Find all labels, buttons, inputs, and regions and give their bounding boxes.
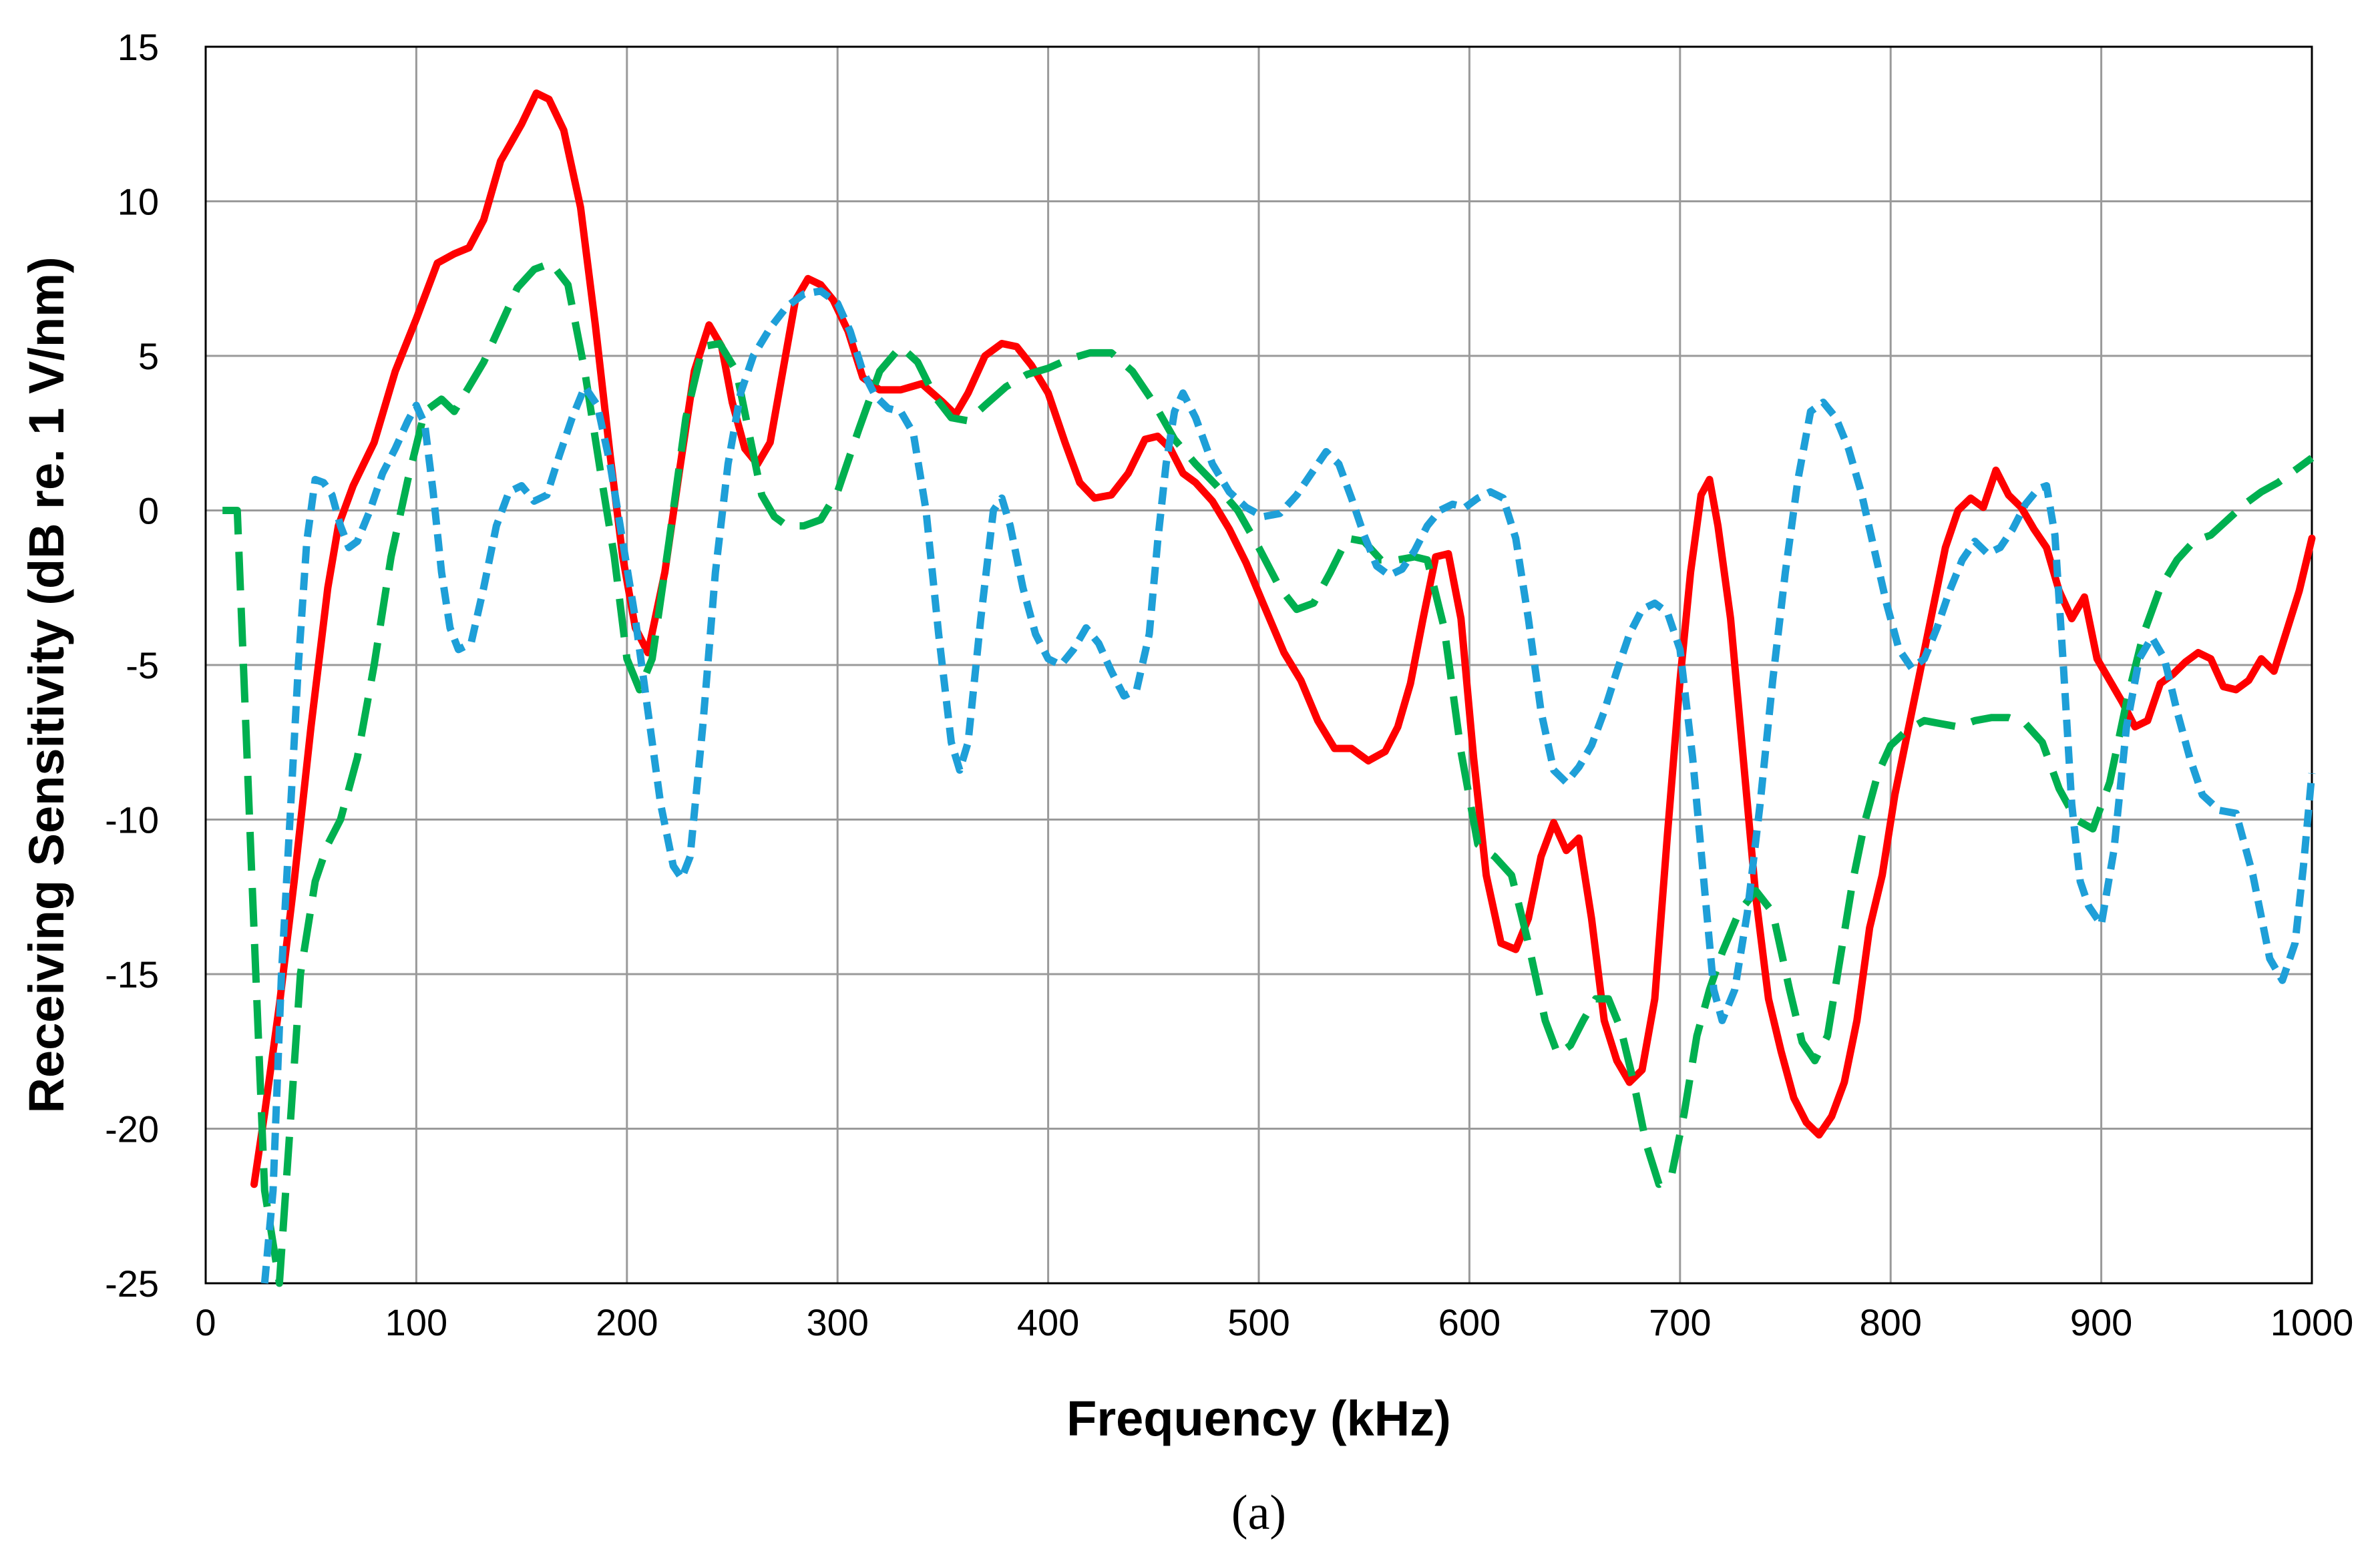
y-tick-label: -10 — [105, 799, 159, 841]
x-tick-label: 0 — [195, 1301, 216, 1343]
x-tick-label: 600 — [1438, 1301, 1501, 1343]
x-tick-labels: 0 100 200 300 400 500 600 700 800 900 1000 — [195, 1301, 2353, 1343]
x-tick-label: 700 — [1649, 1301, 1711, 1343]
y-tick-label: 15 — [118, 26, 159, 68]
y-tick-label: -5 — [126, 644, 159, 686]
series-layer — [222, 89, 2316, 1287]
grid-lines — [204, 45, 2313, 1285]
x-tick-label: 300 — [806, 1301, 868, 1343]
x-tick-label: 100 — [385, 1301, 447, 1343]
y-tick-label: 10 — [118, 181, 159, 223]
y-tick-label: -15 — [105, 953, 159, 995]
x-tick-label: 900 — [2070, 1301, 2132, 1343]
x-axis-title: Frequency (kHz) — [1066, 1391, 1451, 1446]
series-line-1-solid — [250, 89, 2316, 1188]
series-line-3-short-dash — [260, 287, 2316, 1284]
x-tick-label: 200 — [596, 1301, 658, 1343]
y-axis-title: Receiving Sensitivity (dB re. 1 V/nm) — [19, 256, 74, 1113]
plot-frame — [204, 45, 2313, 1285]
x-tick-label: 800 — [1859, 1301, 1921, 1343]
series-line-2-long-dash — [222, 259, 2315, 1287]
x-tick-label: 1000 — [2270, 1301, 2354, 1343]
x-tick-label: 400 — [1017, 1301, 1079, 1343]
x-tick-label: 500 — [1227, 1301, 1290, 1343]
y-tick-label: -25 — [105, 1263, 159, 1305]
y-tick-label: 0 — [138, 490, 159, 532]
figure-caption: (a) — [1231, 1486, 1286, 1540]
y-tick-label: -20 — [105, 1108, 159, 1150]
y-tick-label: 5 — [138, 335, 159, 377]
y-tick-labels: -25 -20 -15 -10 -5 0 5 10 15 — [105, 26, 159, 1305]
